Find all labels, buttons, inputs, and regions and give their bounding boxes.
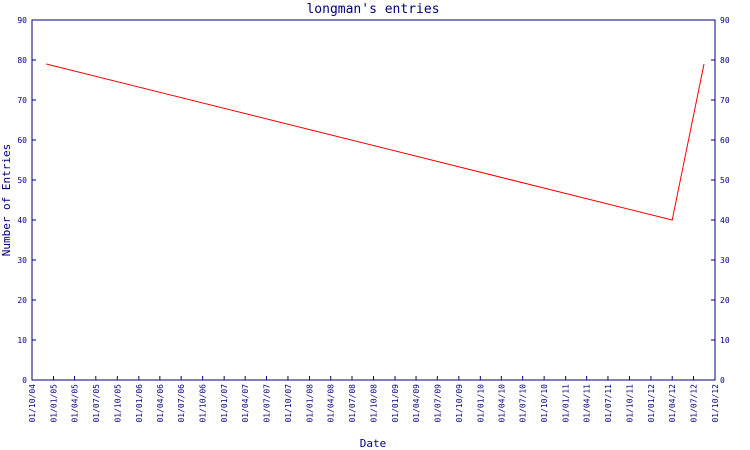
y-tick-label-right: 70 [720, 96, 730, 105]
x-tick-label: 01/04/05 [71, 384, 80, 423]
x-tick-label: 01/10/05 [113, 384, 122, 423]
x-tick-label: 01/01/11 [562, 384, 571, 423]
y-tick-label-left: 30 [17, 256, 27, 265]
x-tick-label: 01/07/10 [519, 384, 528, 423]
y-tick-label-right: 40 [720, 216, 730, 225]
x-tick-label: 01/10/04 [28, 384, 37, 423]
y-axis-left: 0 10 20 30 40 50 60 70 80 90 [17, 16, 36, 385]
x-tick-label: 01/10/11 [625, 384, 634, 423]
x-tick-label: 01/01/12 [647, 384, 656, 423]
x-tick-label: 01/07/11 [604, 384, 613, 423]
x-tick-label: 01/10/08 [370, 384, 379, 423]
x-tick-label: 01/07/12 [689, 384, 698, 423]
x-tick-label: 01/04/07 [241, 384, 250, 423]
y-tick-label-left: 80 [17, 56, 27, 65]
x-tick-label: 01/07/06 [177, 384, 186, 423]
y-tick-label-left: 20 [17, 296, 27, 305]
y-tick-label-right: 80 [720, 56, 730, 65]
x-tick-label: 01/01/05 [50, 384, 59, 423]
y-tick-label-left: 40 [17, 216, 27, 225]
x-tick-label: 01/01/06 [135, 384, 144, 423]
x-tick-label: 01/10/10 [540, 384, 549, 423]
x-tick-label: 01/07/05 [92, 384, 101, 423]
y-tick-label-left: 0 [22, 376, 27, 385]
x-tick-label: 01/04/10 [497, 384, 506, 423]
y-tick-label-right: 90 [720, 16, 730, 25]
x-tick-label: 01/01/09 [391, 384, 400, 423]
y-tick-label-right: 0 [720, 376, 725, 385]
y-axis-label: Number of Entries [0, 144, 13, 257]
x-tick-label: 01/04/06 [156, 384, 165, 423]
x-tick-label: 01/07/07 [262, 384, 271, 423]
y-tick-label-right: 10 [720, 336, 730, 345]
x-tick-label: 01/04/11 [583, 384, 592, 423]
x-tick-label: 01/07/09 [433, 384, 442, 423]
x-axis: 01/10/04 01/01/05 01/04/05 01/07/05 01/10/05… [28, 376, 720, 423]
x-tick-label: 01/07/08 [348, 384, 357, 423]
y-axis-right: 0 10 20 30 40 50 60 70 80 90 [711, 16, 730, 385]
plot-frame [31, 19, 716, 381]
x-tick-label: 01/04/12 [668, 384, 677, 423]
x-axis-label: Date [360, 437, 387, 450]
y-tick-label-left: 60 [17, 136, 27, 145]
y-tick-label-left: 90 [17, 16, 27, 25]
chart-title: longman's entries [306, 2, 439, 17]
x-tick-label: 01/01/07 [220, 384, 229, 423]
y-tick-label-right: 60 [720, 136, 730, 145]
x-tick-label: 01/10/06 [199, 384, 208, 423]
y-tick-label-right: 20 [720, 296, 730, 305]
x-tick-label: 01/10/12 [711, 384, 720, 423]
x-tick-label: 01/01/10 [476, 384, 485, 423]
x-tick-label: 01/10/07 [284, 384, 293, 423]
y-tick-label-right: 30 [720, 256, 730, 265]
series-group [46, 63, 705, 221]
y-tick-label-left: 50 [17, 176, 27, 185]
y-tick-label-left: 10 [17, 336, 27, 345]
x-tick-label: 01/10/09 [455, 384, 464, 423]
series-line [46, 63, 705, 221]
x-tick-label: 01/04/08 [327, 384, 336, 423]
x-tick-label: 01/01/08 [305, 384, 314, 423]
y-tick-label-right: 50 [720, 176, 730, 185]
y-tick-label-left: 70 [17, 96, 27, 105]
x-tick-label: 01/04/09 [412, 384, 421, 423]
